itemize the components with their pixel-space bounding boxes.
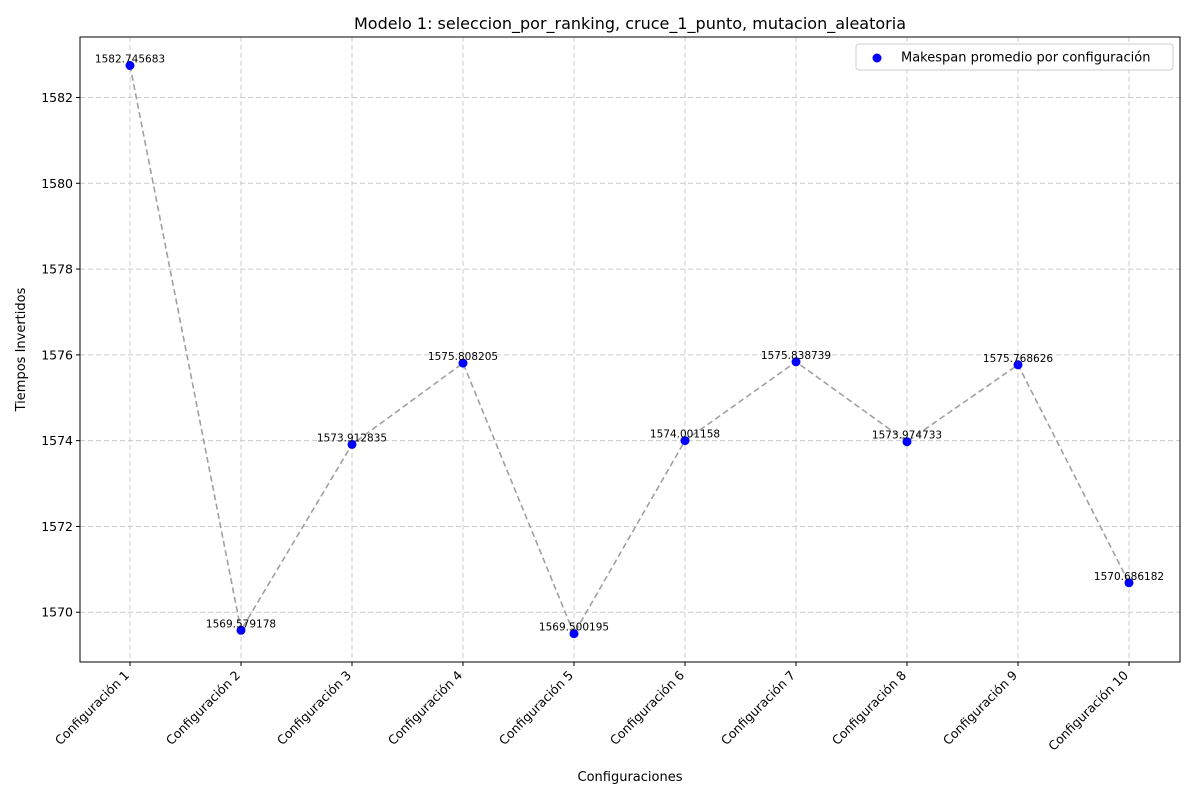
x-tick-label: Configuración 3	[274, 668, 354, 748]
x-tick-label: Configuración 5	[496, 668, 576, 748]
x-tick-label: Configuración 6	[607, 667, 687, 747]
data-labels: 1582.745683 1569.579178 1573.912835 1575.80…	[95, 53, 1164, 633]
data-point	[902, 437, 912, 447]
y-tick-label: 1576	[41, 347, 73, 362]
legend: Makespan promedio por configuración	[855, 43, 1174, 71]
data-point	[458, 358, 468, 368]
data-point	[680, 436, 690, 446]
connector-line-layer	[129, 65, 1130, 636]
data-label: 1569.500195	[539, 622, 609, 634]
data-point	[1124, 578, 1134, 588]
y-axis-label: Tiempos Invertidos	[14, 287, 29, 412]
y-tick-label: 1580	[41, 176, 73, 191]
data-point	[236, 625, 246, 635]
x-tick-label: Configuración 7	[718, 668, 798, 748]
data-label: 1582.745683	[95, 53, 165, 65]
data-point	[569, 629, 579, 639]
y-tick-label: 1570	[41, 605, 73, 620]
data-point	[347, 439, 357, 449]
data-label: 1573.912835	[317, 432, 387, 444]
series-connector-line	[129, 65, 1130, 636]
data-point	[1013, 360, 1023, 370]
data-point	[791, 357, 801, 367]
data-label: 1575.768626	[983, 353, 1053, 365]
y-axis-ticks: 1570 1572 1574 1576 1578 1580 1582	[41, 90, 80, 620]
data-label: 1569.579178	[206, 618, 276, 630]
x-tick-label: Configuración 1	[52, 668, 132, 748]
data-label: 1575.808205	[428, 351, 498, 363]
x-axis-label: Configuraciones	[578, 770, 683, 785]
grid	[80, 37, 1180, 662]
data-point	[125, 60, 135, 70]
legend-marker	[872, 53, 882, 63]
chart-title: Modelo 1: seleccion_por_ranking, cruce_1…	[354, 14, 906, 34]
y-tick-label: 1574	[41, 433, 73, 448]
data-label: 1574.001158	[650, 429, 720, 441]
x-axis-ticks: Configuración 1 Configuración 2 Configurac…	[52, 662, 1131, 754]
data-points	[125, 60, 1134, 639]
x-tick-label: Configuración 10	[1045, 667, 1131, 753]
x-tick-label: Configuración 2	[163, 668, 243, 748]
x-tick-label: Configuración 8	[829, 667, 909, 747]
y-tick-label: 1572	[41, 519, 73, 534]
y-tick-label: 1578	[41, 262, 73, 277]
data-label: 1570.686182	[1094, 571, 1164, 583]
data-label: 1575.838739	[761, 350, 831, 362]
x-tick-label: Configuración 9	[940, 667, 1020, 747]
legend-box	[855, 43, 1174, 71]
plot-area-frame	[79, 36, 1181, 663]
data-label: 1573.974733	[872, 430, 942, 442]
legend-entry-label: Makespan promedio por configuración	[901, 51, 1150, 66]
y-tick-label: 1582	[41, 90, 73, 105]
x-tick-label: Configuración 4	[385, 667, 465, 747]
